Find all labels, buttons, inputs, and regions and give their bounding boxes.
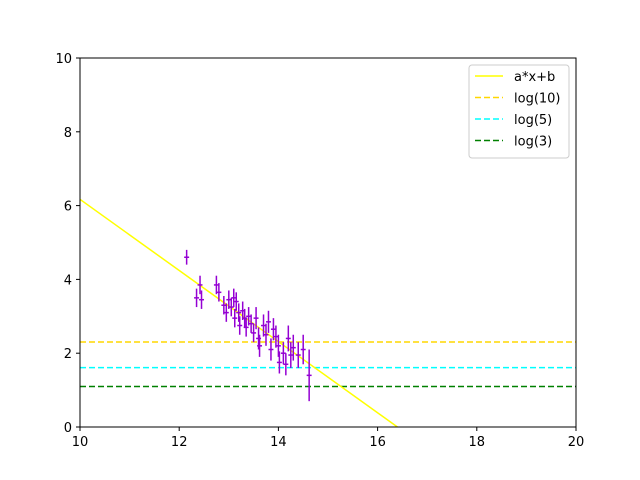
data-point <box>228 297 234 317</box>
legend-label: log(5) <box>514 113 552 128</box>
data-point <box>288 342 294 368</box>
data-point <box>233 292 239 311</box>
data-point <box>275 334 281 357</box>
legend-label: log(10) <box>514 92 561 107</box>
data-point <box>221 296 227 315</box>
data-point <box>251 323 257 343</box>
y-tick-label: 6 <box>64 200 72 215</box>
legend-label: log(3) <box>514 135 552 150</box>
y-tick-label: 8 <box>64 126 72 141</box>
x-tick-label: 16 <box>369 435 386 450</box>
data-point <box>226 290 232 309</box>
data-point <box>197 275 203 295</box>
data-point <box>184 249 190 265</box>
x-tick-label: 20 <box>568 435 585 450</box>
data-point <box>261 314 266 337</box>
y-tick-label: 4 <box>64 273 72 288</box>
error-bar-points <box>184 249 312 402</box>
data-point <box>248 314 254 333</box>
x-axis: 10 12 14 16 18 20 <box>72 427 585 450</box>
data-point <box>231 288 237 308</box>
legend: a*x+b log(10) log(5) log(3) <box>468 64 570 159</box>
data-point <box>223 303 229 322</box>
x-tick-label: 10 <box>72 435 89 450</box>
plot-frame <box>79 57 577 428</box>
data-point <box>266 310 271 333</box>
legend-label: a*x+b <box>514 70 555 85</box>
data-point <box>257 334 263 357</box>
data-point <box>246 307 252 326</box>
data-point <box>237 316 243 335</box>
data-point <box>283 353 289 376</box>
data-point <box>290 334 296 361</box>
y-tick-label: 0 <box>64 421 72 436</box>
y-axis: 0 2 4 6 8 10 <box>55 52 80 436</box>
data-point <box>243 318 249 337</box>
data-point <box>194 288 200 308</box>
data-point <box>199 290 204 309</box>
data-point <box>253 307 259 330</box>
data-point <box>306 349 312 402</box>
data-point <box>295 342 301 368</box>
data-point <box>268 338 274 361</box>
data-point <box>216 283 222 302</box>
data-point <box>236 303 242 322</box>
data-point <box>263 323 269 346</box>
data-point <box>273 325 279 348</box>
horizontal-reference-lines <box>80 341 576 388</box>
data-point <box>213 275 219 295</box>
data-point <box>285 325 291 352</box>
y-tick-label: 2 <box>64 347 72 362</box>
data-point <box>300 334 306 365</box>
data-point <box>280 342 286 365</box>
y-tick-label: 10 <box>55 52 72 67</box>
legend-box <box>468 64 570 159</box>
x-tick-label: 14 <box>270 435 287 450</box>
x-tick-label: 12 <box>171 435 188 450</box>
data-point <box>276 351 282 374</box>
data-point <box>232 308 238 328</box>
x-tick-label: 18 <box>469 435 486 450</box>
